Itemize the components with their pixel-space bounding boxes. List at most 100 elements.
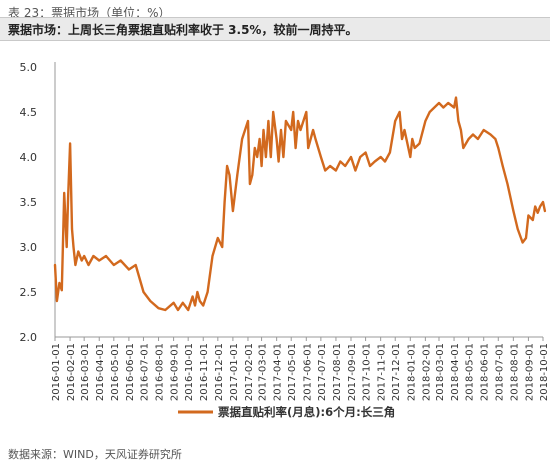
x-tick-label: 2017-09-01 [347,343,358,401]
data-point [536,211,539,214]
y-axis: 5.0 4.5 4.0 3.5 3.0 2.5 2.0 [20,61,56,344]
data-point [290,129,293,131]
data-point [512,210,515,212]
data-point [58,282,61,284]
data-point [394,120,397,122]
data-point [373,160,376,163]
data-point [177,309,179,311]
data-point [251,174,254,176]
data-point [534,205,537,208]
data-point [314,138,317,140]
data-point [335,169,337,172]
data-point [457,120,460,122]
data-point [134,264,137,266]
data-point [344,165,347,167]
data-point [112,264,115,266]
data-point [269,156,272,158]
data-point [277,160,280,163]
data-point [65,246,68,248]
x-tick-label: 2017-05-01 [287,343,298,401]
data-point [228,174,231,176]
data-point [67,196,69,199]
data-point [63,192,66,194]
x-tick-label: 2017-12-01 [391,343,402,401]
data-point [418,142,421,145]
x-tick-label: 2016-12-01 [214,343,225,401]
data-point [384,160,386,163]
data-point [453,106,455,109]
data-point [149,300,152,302]
data-point [472,133,474,136]
data-point [267,120,270,122]
data-point [542,201,544,203]
x-tick-label: 2016-11-01 [199,343,210,401]
data-point [272,111,275,113]
data-point [275,138,278,140]
data-point [364,151,367,154]
data-point [198,300,201,302]
data-point [181,301,184,304]
data-point [494,138,497,140]
data-point [398,111,401,113]
data-point [442,106,445,109]
data-point [285,120,287,122]
x-tick-label: 2017-06-01 [302,343,313,401]
data-point [60,289,63,292]
data-point [294,147,297,149]
data-point [249,183,251,185]
y-tick-label: 4.5 [20,106,38,119]
data-point [253,147,256,149]
data-point [389,151,391,154]
x-tick-label: 2017-02-01 [244,343,255,401]
x-tick-label: 2018-06-01 [480,343,491,401]
data-point [428,111,431,113]
x-tick-label: 2018-07-01 [494,343,505,401]
x-tick-label: 2018-02-01 [421,343,432,401]
data-point [236,174,239,176]
data-point [157,307,160,310]
data-point [247,120,249,122]
data-point [127,268,130,271]
summary-band: 票据市场：上周长三角票据直贴利率收于 3.5%，较前一周持平。 [0,17,550,41]
data-point [211,255,214,257]
x-tick-label: 2018-05-01 [465,343,476,401]
y-tick-label: 2.0 [20,331,38,344]
data-point [241,138,244,140]
data-point [299,129,302,131]
data-point [72,246,75,248]
data-point [216,237,219,239]
data-point [258,138,261,140]
data-point [223,201,226,203]
data-point [194,304,196,307]
data-point [92,255,95,257]
data-point [320,156,322,158]
data-point [74,264,77,266]
data-point [369,165,371,167]
data-point [256,156,259,158]
data-point [142,291,145,293]
data-point [413,147,416,149]
x-tick-label: 2016-04-01 [95,343,106,401]
source-note: 数据来源：WIND，天风证券研究所 [8,448,182,461]
data-point [232,210,234,212]
data-point [354,169,357,172]
x-tick-label: 2016-02-01 [66,343,77,401]
data-point [539,205,541,208]
data-point [482,129,485,131]
data-point [521,241,524,244]
x-tick-label: 2017-08-01 [332,343,343,401]
y-tick-label: 2.5 [20,286,38,299]
x-tick-label: 2016-10-01 [184,343,195,401]
x-tick-label: 2018-04-01 [450,343,461,401]
data-point [196,291,199,293]
legend: 票据直贴利率(月息):6个月:长三角 [178,405,395,419]
x-tick-label: 2016-08-01 [155,343,166,401]
data-point [544,210,546,212]
x-tick-label: 2016-06-01 [125,343,136,401]
data-point [98,259,101,262]
series-group [53,96,547,312]
y-tick-label: 4.0 [20,151,38,164]
data-point [460,129,462,131]
x-tick-label: 2018-01-01 [406,343,417,401]
x-tick-label: 2018-08-01 [509,343,520,401]
